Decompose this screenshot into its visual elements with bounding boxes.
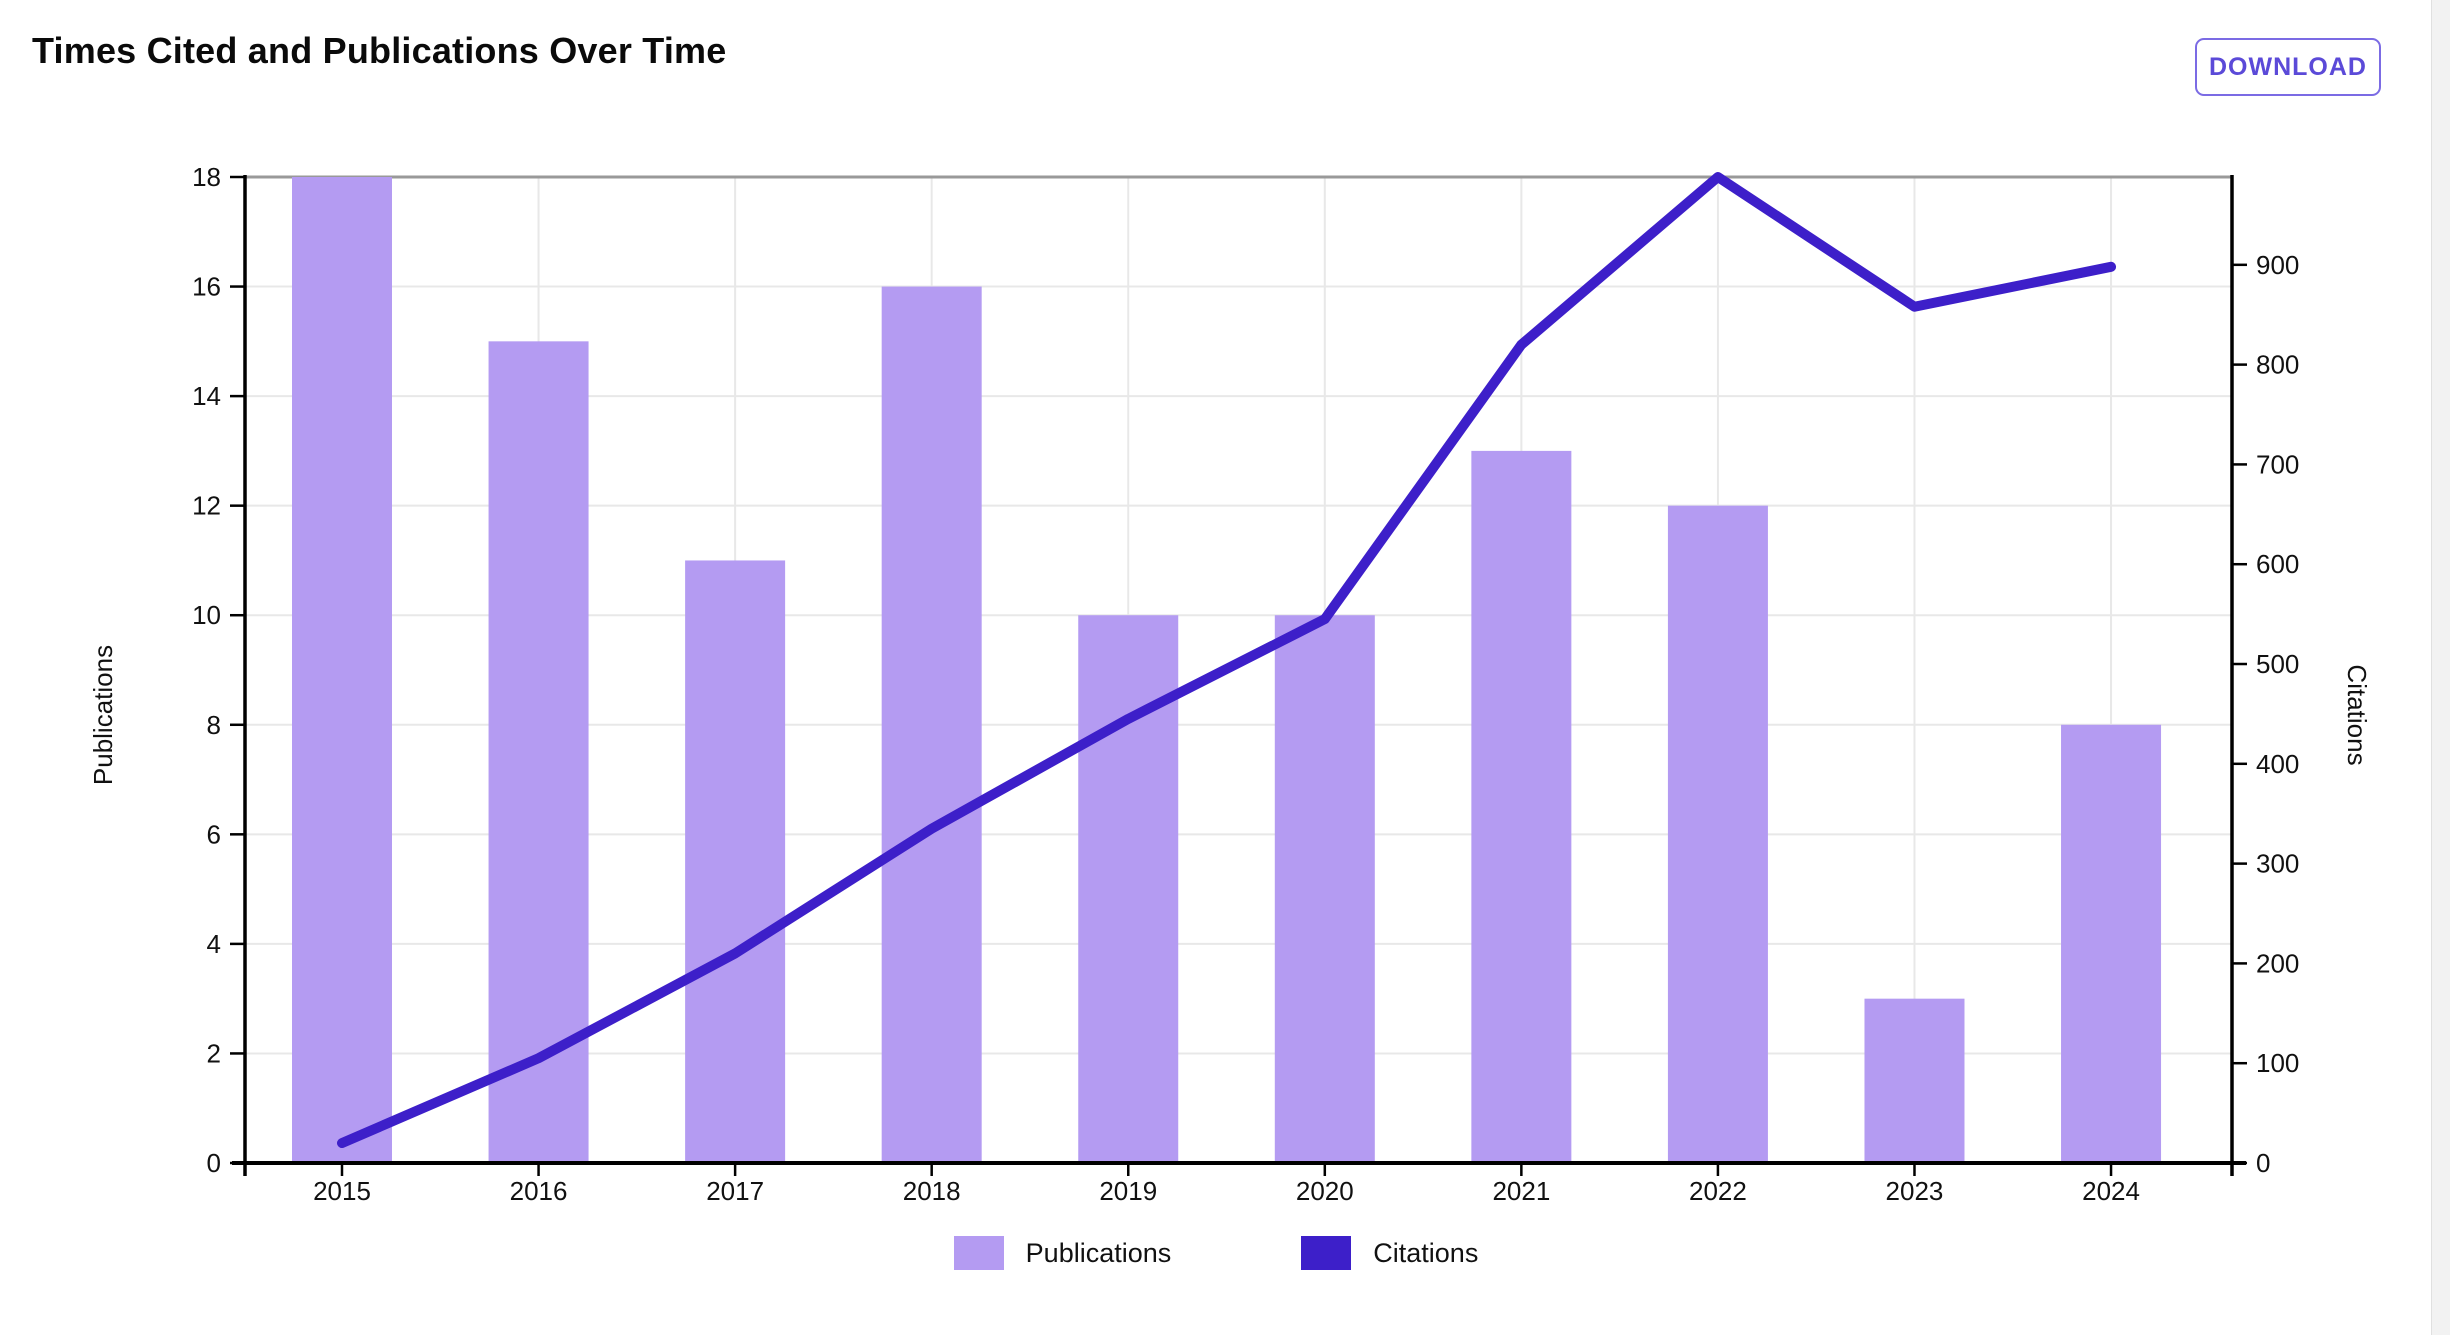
left-tick-label-2: 2 <box>207 1038 221 1068</box>
left-tick-label-18: 18 <box>192 162 221 192</box>
year-label-2021: 2021 <box>1492 1176 1550 1206</box>
year-label-2019: 2019 <box>1099 1176 1157 1206</box>
scrollbar[interactable] <box>2431 0 2450 1335</box>
legend-label-publications: Publications <box>1025 1237 1172 1268</box>
year-label-2022: 2022 <box>1689 1176 1747 1206</box>
publications-bar-2022[interactable] <box>1667 505 1768 1164</box>
year-label-2017: 2017 <box>706 1176 764 1206</box>
right-tick-label-500: 500 <box>2256 649 2299 679</box>
left-axis-title: Publications <box>88 645 118 785</box>
right-tick-label-400: 400 <box>2256 749 2299 779</box>
legend-label-citations: Citations <box>1373 1237 1479 1268</box>
publications-bar-2021[interactable] <box>1471 450 1572 1163</box>
right-tick-label-800: 800 <box>2256 350 2299 380</box>
left-tick-label-14: 14 <box>192 381 221 411</box>
publications-bar-2023[interactable] <box>1864 998 1965 1163</box>
right-tick-label-200: 200 <box>2256 948 2299 978</box>
publications-bar-2015[interactable] <box>292 177 392 1163</box>
publications-bar-2020[interactable] <box>1274 615 1375 1163</box>
page-title: Times Cited and Publications Over Time <box>32 30 727 71</box>
year-label-2016: 2016 <box>510 1176 568 1206</box>
publications-bar-2024[interactable] <box>2061 724 2162 1163</box>
chart-legend: Publications Citations <box>0 1236 2432 1270</box>
download-button[interactable]: DOWNLOAD <box>2195 38 2381 96</box>
right-tick-label-100: 100 <box>2256 1048 2299 1078</box>
left-tick-label-0: 0 <box>207 1148 221 1178</box>
right-tick-label-300: 300 <box>2256 849 2299 879</box>
legend-item-publications[interactable]: Publications <box>953 1236 1172 1270</box>
left-tick-label-10: 10 <box>192 600 221 630</box>
left-tick-label-16: 16 <box>192 272 221 302</box>
publications-bar-2016[interactable] <box>488 341 589 1163</box>
legend-item-citations[interactable]: Citations <box>1301 1236 1478 1270</box>
right-tick-label-0: 0 <box>2256 1148 2270 1178</box>
left-tick-label-8: 8 <box>207 710 221 740</box>
left-tick-label-6: 6 <box>207 819 221 849</box>
left-tick-label-4: 4 <box>207 929 221 959</box>
year-label-2020: 2020 <box>1296 1176 1354 1206</box>
legend-swatch-citations <box>1301 1236 1352 1270</box>
right-axis-title: Citations <box>2342 664 2372 765</box>
left-tick-label-12: 12 <box>192 491 221 521</box>
right-tick-label-900: 900 <box>2256 250 2299 280</box>
publications-bar-2018[interactable] <box>881 286 982 1163</box>
right-tick-label-600: 600 <box>2256 549 2299 579</box>
year-label-2023: 2023 <box>1886 1176 1944 1206</box>
publications-bar-2017[interactable] <box>685 560 786 1163</box>
year-label-2018: 2018 <box>903 1176 961 1206</box>
year-label-2015: 2015 <box>313 1176 371 1206</box>
right-tick-label-700: 700 <box>2256 449 2299 479</box>
citations-line[interactable] <box>337 172 2117 1149</box>
year-label-2024: 2024 <box>2082 1176 2140 1206</box>
legend-swatch-publications <box>953 1236 1004 1270</box>
